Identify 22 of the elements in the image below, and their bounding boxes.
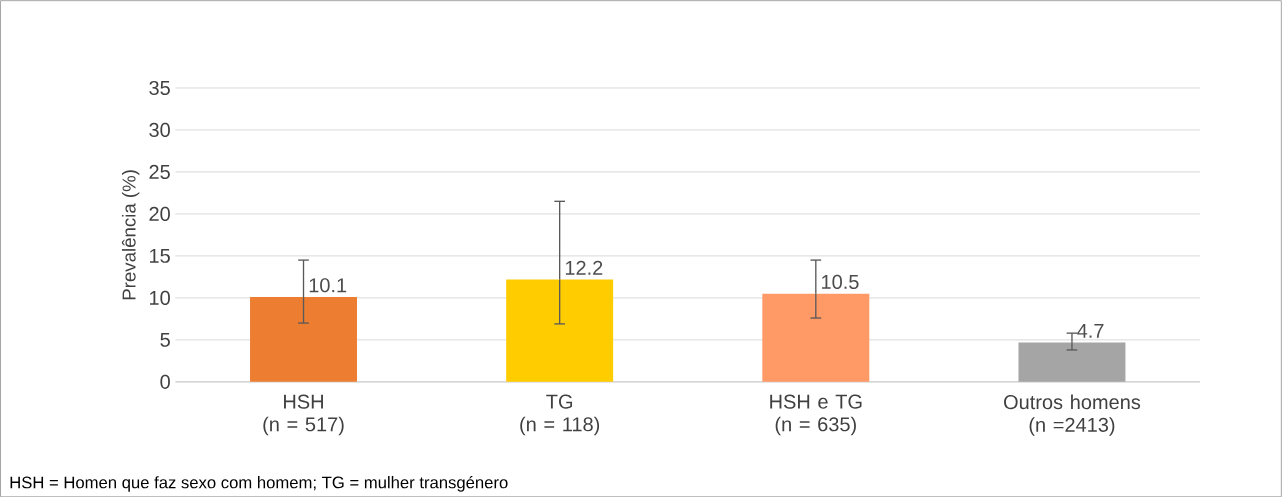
y-tick-label: 20 — [149, 206, 170, 221]
y-tick-label: 30 — [149, 122, 170, 137]
bar — [250, 296, 357, 382]
x-tick-label: Outros homens (n =2413) — [1004, 394, 1141, 436]
y-tick-label: 15 — [150, 248, 170, 263]
y-tick-label: 25 — [149, 164, 170, 179]
bar — [762, 293, 870, 382]
x-tick-label: TG (n = 118) — [520, 394, 600, 436]
x-tick-label: HSH e TG (n = 635) — [770, 394, 862, 436]
y-tick-label: 10 — [150, 290, 170, 305]
bar — [1018, 342, 1126, 382]
text: HSH = Homen que faz sexo com homem; TG = mulher transgénero — [10, 475, 508, 492]
y-tick-label: 0 — [160, 374, 170, 389]
x-tick-label: HSH (n = 517) — [263, 394, 344, 436]
data-label: 12.2 — [565, 260, 603, 275]
data-label: 10.1 — [309, 278, 347, 293]
y-axis-title: Prevalência (%) — [121, 170, 140, 300]
data-label: 10.5 — [822, 274, 859, 289]
y-tick-label: 35 — [149, 80, 170, 95]
y-tick-label: 5 — [160, 332, 170, 347]
data-label: 4.7 — [1077, 323, 1104, 338]
bar — [506, 279, 614, 382]
